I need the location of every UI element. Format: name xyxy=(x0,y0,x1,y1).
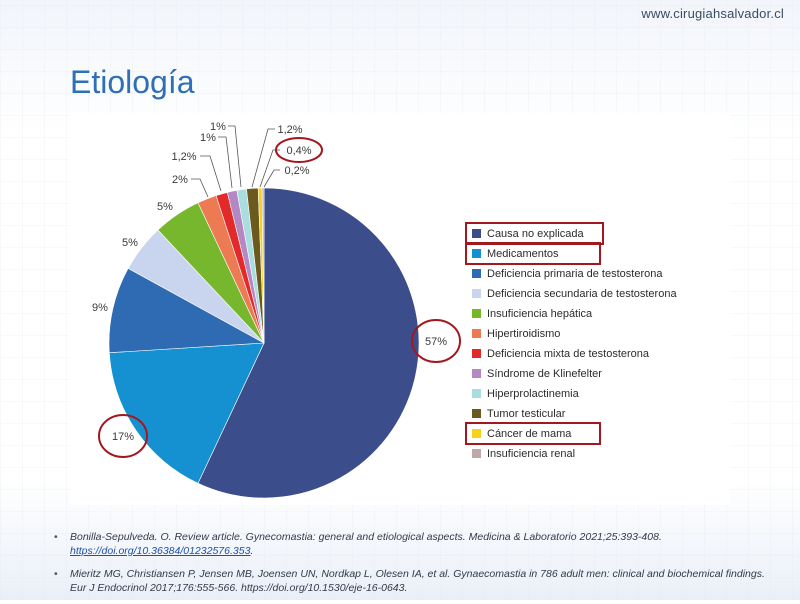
legend-label-12: Insuficiencia renal xyxy=(487,448,575,460)
leader-line-6 xyxy=(191,178,209,198)
legend-label-11: Cáncer de mama xyxy=(487,428,572,440)
legend-label-6: Hipertiroidismo xyxy=(487,328,560,340)
slice-label-7: 1,2% xyxy=(171,151,196,163)
legend-swatch-2 xyxy=(472,249,481,258)
leader-line-12 xyxy=(263,169,280,188)
legend-swatch-1 xyxy=(472,229,481,238)
slide-title: Etiología xyxy=(70,64,195,100)
leader-line-11 xyxy=(259,149,280,188)
leader-line-7 xyxy=(200,155,222,192)
slice-label-1: 57% xyxy=(425,336,447,348)
slice-label-6: 2% xyxy=(172,174,188,186)
legend-label-5: Insuficiencia hepática xyxy=(487,308,593,320)
legend-label-10: Tumor testicular xyxy=(487,408,566,420)
reference-item-2: Mieritz MG, Christiansen P, Jensen MB, J… xyxy=(54,567,770,595)
slice-label-11: 0,4% xyxy=(286,145,311,157)
leader-line-9 xyxy=(228,125,242,188)
legend-label-7: Deficiencia mixta de testosterona xyxy=(487,348,650,360)
pie-chart: 57% 17% 9% 5% 5% 2% 1,2% 1%1% 1,2% 0,4% 0,2% Causa … xyxy=(92,121,677,499)
legend-label-3: Deficiencia primaria de testosterona xyxy=(487,268,663,280)
legend-swatch-7 xyxy=(472,349,481,358)
references-list: Bonilla-Sepulveda. O. Review article. Gy… xyxy=(54,530,770,604)
legend-label-4: Deficiencia secundaria de testosterona xyxy=(487,288,677,300)
slice-label-4: 5% xyxy=(122,237,138,249)
reference-text-1: Bonilla-Sepulveda. O. Review article. Gy… xyxy=(70,531,662,543)
highlight-circle-2 xyxy=(98,414,148,458)
slice-label-5: 5% xyxy=(157,201,173,213)
legend-swatch-12 xyxy=(472,449,481,458)
pie-slice-3 xyxy=(108,267,266,354)
slice-label-3: 9% xyxy=(92,302,108,314)
reference-link-1[interactable]: https://doi.org/10.36384/01232576.353 xyxy=(70,545,251,557)
reference-suffix-1: . xyxy=(250,545,254,557)
pie-slice-2 xyxy=(108,342,265,484)
legend-swatch-5 xyxy=(472,309,481,318)
slice-label-9: 1% xyxy=(210,121,226,133)
reference-text-2: Mieritz MG, Christiansen P, Jensen MB, J… xyxy=(70,568,765,594)
legend-swatch-10 xyxy=(472,409,481,418)
legend-highlight-box-2 xyxy=(465,242,601,265)
legend-highlight-box-11 xyxy=(465,422,601,445)
reference-item-1: Bonilla-Sepulveda. O. Review article. Gy… xyxy=(54,530,770,558)
legend-swatch-4 xyxy=(472,289,481,298)
slice-label-10: 1,2% xyxy=(277,124,302,136)
chart-panel: 57% 17% 9% 5% 5% 2% 1,2% 1% 1% 1,2% 0,4% 0,2% Causa … xyxy=(70,113,730,505)
legend-swatch-8 xyxy=(472,369,481,378)
legend-label-8: Síndrome de Klinefelter xyxy=(487,368,602,380)
leader-line-10 xyxy=(251,128,275,188)
slice-label-12: 0,2% xyxy=(284,165,309,177)
legend-label-1: Causa no explicada xyxy=(487,228,585,240)
legend-swatch-3 xyxy=(472,269,481,278)
website-url: www.cirugiahsalvador.cl xyxy=(641,6,784,21)
legend-swatch-11 xyxy=(472,429,481,438)
leader-line-8 xyxy=(218,136,233,189)
slice-label-8: 1% xyxy=(200,132,216,144)
legend-label-9: Hiperprolactinemia xyxy=(487,388,580,400)
pie-slice-1 xyxy=(197,187,420,499)
slice-label-2: 17% xyxy=(112,431,134,443)
legend-swatch-6 xyxy=(472,329,481,338)
highlight-circle-1 xyxy=(411,319,461,363)
pie-slice-12 xyxy=(261,187,265,344)
legend-label-2: Medicamentos xyxy=(487,248,559,260)
highlight-circle-11 xyxy=(275,137,323,163)
legend-swatch-9 xyxy=(472,389,481,398)
